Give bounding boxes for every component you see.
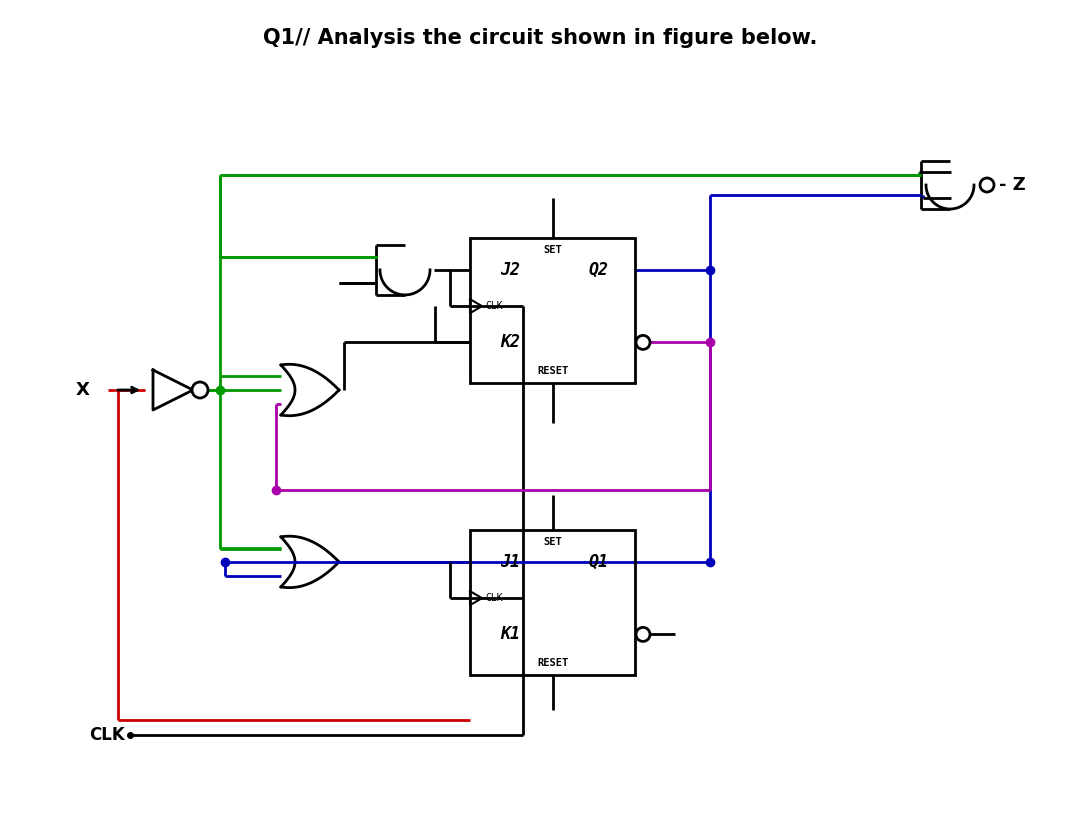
Text: CLK: CLK — [485, 593, 502, 603]
Text: CLK: CLK — [485, 301, 502, 311]
Text: - Z: - Z — [999, 176, 1026, 194]
Text: CLK: CLK — [90, 726, 125, 744]
Text: K1: K1 — [500, 625, 519, 644]
Bar — [470, 530, 635, 675]
Text: J1: J1 — [500, 553, 519, 571]
Circle shape — [980, 178, 994, 192]
Circle shape — [636, 335, 650, 349]
Text: J2: J2 — [500, 261, 519, 279]
Text: SET: SET — [543, 245, 562, 255]
Text: RESET: RESET — [537, 658, 568, 668]
Text: K2: K2 — [500, 334, 519, 351]
Circle shape — [192, 382, 208, 398]
Circle shape — [636, 627, 650, 641]
Text: X: X — [76, 381, 90, 399]
Text: Q1: Q1 — [589, 553, 609, 571]
Text: RESET: RESET — [537, 367, 568, 377]
Bar — [470, 238, 635, 383]
Text: Q2: Q2 — [589, 261, 609, 279]
Text: SET: SET — [543, 536, 562, 546]
Text: Q1// Analysis the circuit shown in figure below.: Q1// Analysis the circuit shown in figur… — [262, 28, 818, 48]
